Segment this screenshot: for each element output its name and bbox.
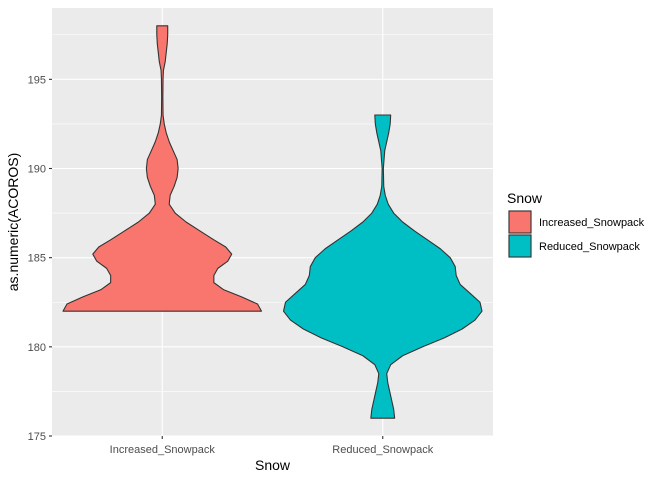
legend-title: Snow	[507, 190, 543, 206]
x-axis-title: Snow	[255, 457, 291, 473]
y-tick-label: 185	[28, 253, 46, 265]
legend-swatch	[508, 210, 532, 234]
panel-background	[52, 8, 493, 436]
legend-swatch	[508, 234, 532, 258]
violin-reduced-snowpack	[282, 114, 483, 419]
x-tick-label: Reduced_Snowpack	[332, 444, 433, 456]
legend: Snow Increased_Snowpack Reduced_Snowpack	[507, 190, 645, 258]
y-tick-label: 190	[28, 164, 46, 176]
violins	[62, 25, 483, 419]
violin-increased-snowpack	[62, 25, 263, 312]
x-tick-label: Increased_Snowpack	[110, 444, 216, 456]
legend-label: Increased_Snowpack	[539, 217, 645, 229]
y-tick-label: 175	[28, 431, 46, 443]
y-axis-title: as.numeric(ACOROS)	[5, 153, 21, 291]
legend-label: Reduced_Snowpack	[539, 241, 640, 253]
y-tick-label: 180	[28, 342, 46, 354]
y-axis: 175 180 185 190 195	[28, 74, 52, 443]
y-tick-label: 195	[28, 74, 46, 86]
x-axis: Increased_Snowpack Reduced_Snowpack	[110, 436, 434, 456]
